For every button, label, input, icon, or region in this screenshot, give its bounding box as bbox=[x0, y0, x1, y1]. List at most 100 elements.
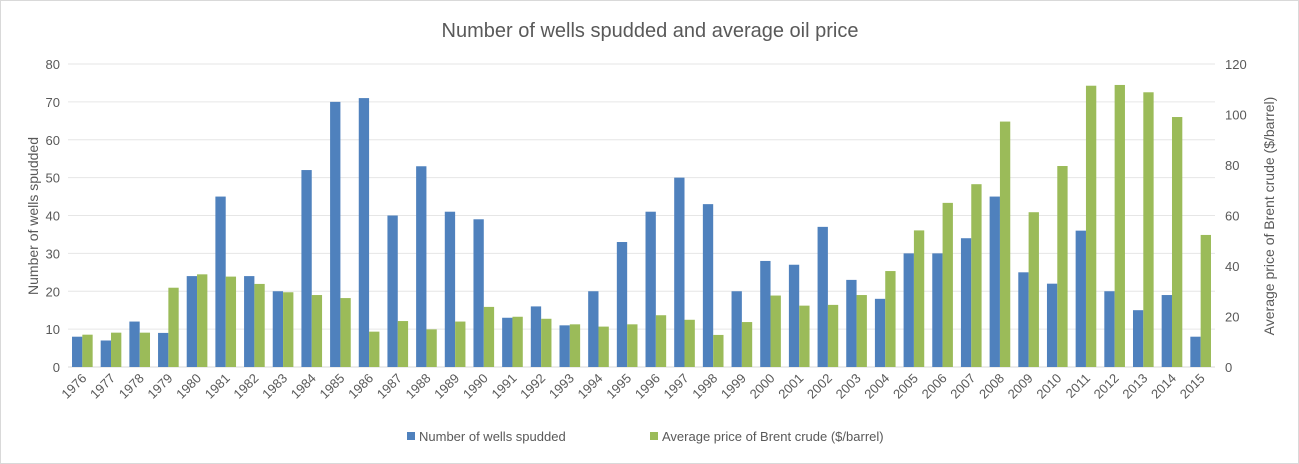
bar-wells-2015 bbox=[1190, 336, 1201, 367]
bar-oil-1982 bbox=[254, 283, 265, 367]
bar-wells-1986 bbox=[358, 98, 370, 368]
bar-oil-2001 bbox=[799, 305, 810, 367]
y-tick-label: 0 bbox=[53, 360, 60, 375]
y2-tick-label: 120 bbox=[1225, 57, 1247, 72]
y-tick-label: 10 bbox=[46, 322, 60, 337]
bar-wells-2001 bbox=[788, 264, 800, 367]
y-tick-label: 20 bbox=[46, 284, 60, 299]
x-tick-label: 1992 bbox=[517, 371, 548, 402]
bar-oil-2011 bbox=[1085, 85, 1097, 367]
bar-oil-2015 bbox=[1200, 234, 1211, 367]
x-tick-label: 1994 bbox=[575, 371, 606, 402]
x-tick-label: 1982 bbox=[230, 371, 261, 402]
bar-wells-1996 bbox=[645, 211, 656, 367]
x-tick-label: 1980 bbox=[173, 371, 204, 402]
bar-oil-1989 bbox=[455, 321, 466, 367]
bar-wells-1994 bbox=[588, 291, 599, 367]
x-tick-label: 1988 bbox=[403, 371, 434, 402]
x-tick-label: 2010 bbox=[1033, 371, 1064, 402]
x-tick-label: 2002 bbox=[804, 371, 835, 402]
x-tick-label: 2000 bbox=[747, 371, 778, 402]
x-tick-label: 1993 bbox=[546, 371, 577, 402]
bar-wells-2009 bbox=[1018, 272, 1029, 367]
legend: Number of wells spudded Average price of… bbox=[407, 429, 884, 444]
x-tick-label: 1998 bbox=[689, 371, 720, 402]
bar-oil-2009 bbox=[1028, 212, 1039, 367]
legend-label-wells: Number of wells spudded bbox=[419, 429, 566, 444]
bar-oil-1976 bbox=[82, 334, 93, 367]
bar-oil-2002 bbox=[827, 304, 839, 367]
bar-wells-2010 bbox=[1046, 283, 1058, 367]
bar-wells-1978 bbox=[129, 321, 140, 367]
bar-oil-1987 bbox=[397, 321, 409, 367]
x-tick-label: 1985 bbox=[316, 371, 347, 402]
bar-oil-1994 bbox=[598, 326, 609, 367]
bar-oil-1979 bbox=[168, 287, 179, 367]
x-tick-label: 2007 bbox=[947, 371, 978, 402]
bar-wells-2011 bbox=[1075, 230, 1086, 367]
bar-wells-1987 bbox=[387, 215, 398, 367]
x-tick-label: 2013 bbox=[1119, 371, 1150, 402]
bar-wells-2006 bbox=[932, 253, 943, 367]
bar-oil-2003 bbox=[856, 295, 867, 367]
y2-tick-label: 0 bbox=[1225, 360, 1232, 375]
x-tick-label: 1996 bbox=[632, 371, 663, 402]
y2-tick-label: 40 bbox=[1225, 259, 1239, 274]
y-tick-label: 50 bbox=[46, 171, 60, 186]
x-tick-label: 2009 bbox=[1005, 371, 1036, 402]
bar-wells-2005 bbox=[903, 253, 914, 367]
x-tick-label: 1977 bbox=[87, 371, 118, 402]
y-tick-label: 80 bbox=[46, 57, 60, 72]
bar-wells-2002 bbox=[817, 226, 828, 367]
x-tick-label: 1976 bbox=[58, 371, 89, 402]
x-tick-label: 1999 bbox=[718, 371, 749, 402]
x-tick-label: 1990 bbox=[460, 371, 491, 402]
bar-oil-1978 bbox=[139, 332, 151, 367]
bar-wells-1980 bbox=[186, 276, 198, 367]
x-tick-label: 2015 bbox=[1177, 371, 1208, 402]
bar-wells-2003 bbox=[846, 279, 857, 367]
x-tick-label: 1979 bbox=[144, 371, 175, 402]
bar-wells-2012 bbox=[1104, 291, 1115, 367]
y-tick-label: 60 bbox=[46, 133, 60, 148]
y-tick-label: 30 bbox=[46, 246, 60, 261]
bar-oil-1977 bbox=[111, 332, 122, 367]
bar-wells-1984 bbox=[301, 170, 312, 367]
bar-wells-1976 bbox=[72, 336, 83, 367]
bar-wells-1999 bbox=[731, 291, 742, 367]
bar-wells-2013 bbox=[1132, 310, 1144, 367]
bar-oil-1996 bbox=[655, 315, 667, 367]
bar-wells-1992 bbox=[530, 306, 542, 367]
x-tick-label: 1978 bbox=[116, 371, 147, 402]
bar-oil-1980 bbox=[197, 274, 208, 367]
bar-wells-2004 bbox=[874, 298, 886, 367]
x-tick-label: 1984 bbox=[288, 371, 319, 402]
bar-oil-1984 bbox=[311, 295, 323, 367]
bar-oil-1992 bbox=[541, 318, 552, 367]
bar-oil-2004 bbox=[885, 271, 896, 367]
y-axis-label: Number of wells spudded bbox=[25, 137, 41, 295]
bar-wells-1981 bbox=[215, 196, 226, 367]
bar-wells-1985 bbox=[330, 101, 341, 367]
x-tick-label: 1987 bbox=[374, 371, 405, 402]
y2-axis-label: Average price of Brent crude ($/barrel) bbox=[1261, 97, 1277, 336]
y2-tick-label: 20 bbox=[1225, 310, 1239, 325]
y-tick-label: 70 bbox=[46, 95, 60, 110]
y2-tick-label: 80 bbox=[1225, 158, 1239, 173]
bar-oil-1986 bbox=[369, 331, 380, 367]
bar-wells-1991 bbox=[502, 317, 513, 367]
x-tick-label: 2001 bbox=[775, 371, 806, 402]
bar-oil-2006 bbox=[942, 202, 953, 367]
x-tick-label: 1986 bbox=[345, 371, 376, 402]
bar-wells-1993 bbox=[559, 325, 570, 367]
x-tick-label: 1981 bbox=[202, 371, 233, 402]
x-tick-label: 2014 bbox=[1148, 371, 1179, 402]
bar-wells-1995 bbox=[616, 242, 628, 367]
bar-oil-1993 bbox=[569, 324, 581, 367]
bar-oil-2012 bbox=[1114, 84, 1125, 368]
x-tick-label: 1983 bbox=[259, 371, 290, 402]
bar-wells-1983 bbox=[272, 291, 284, 367]
x-tick-label: 2003 bbox=[833, 371, 864, 402]
y2-tick-label: 60 bbox=[1225, 209, 1239, 224]
